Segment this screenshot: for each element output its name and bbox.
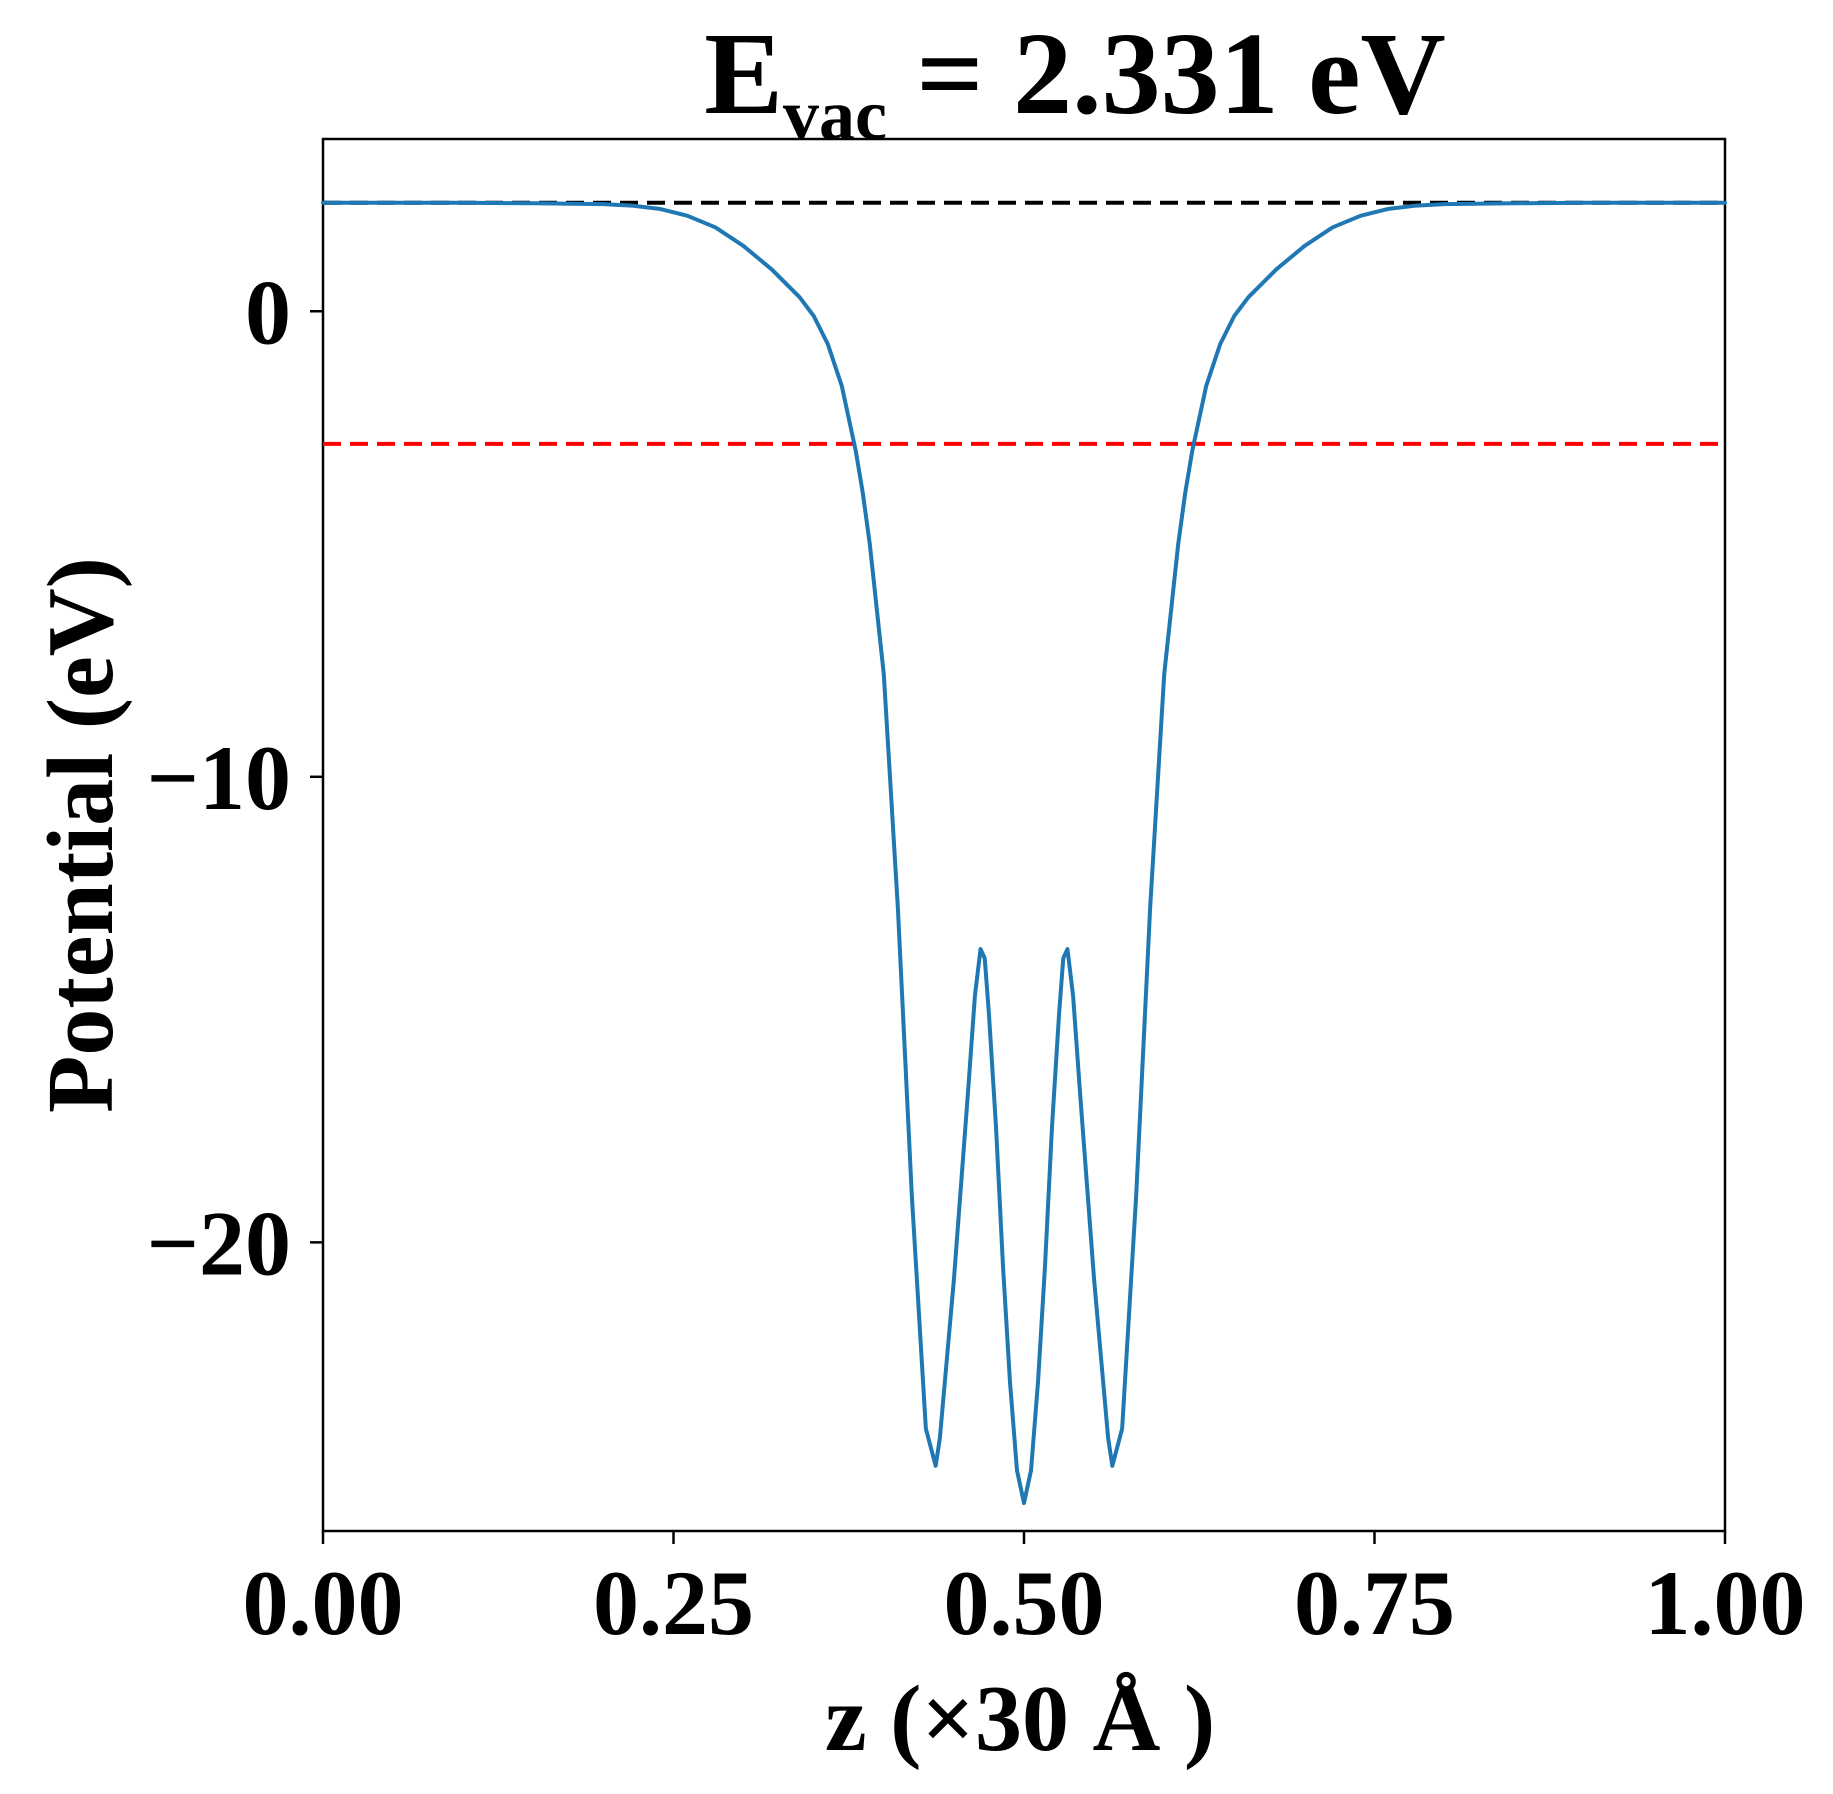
y-tick-label: −20 — [147, 1192, 291, 1294]
chart-title-rest: = 2.331 eV — [887, 8, 1446, 139]
x-tick-label: 1.00 — [1645, 1552, 1806, 1654]
y-tick-label: −10 — [147, 727, 291, 829]
x-tick-label: 0.00 — [243, 1552, 404, 1654]
chart-title: Evac = 2.331 eV — [704, 8, 1446, 155]
y-tick-label: 0 — [245, 261, 291, 363]
reference-lines — [323, 200, 1725, 446]
chart-title-subscript: vac — [783, 75, 887, 155]
x-tick-label: 0.25 — [593, 1552, 754, 1654]
x-tick-label: 0.75 — [1294, 1552, 1455, 1654]
y-axis-ticks: 0 −10 −20 — [147, 261, 323, 1294]
y-axis-label: Potential (eV) — [29, 557, 133, 1113]
planar-average-potential-line — [321, 200, 1727, 1506]
series-layer — [321, 200, 1727, 1506]
plot-frame — [321, 137, 1727, 1533]
x-axis-label: z (×30 Å ) — [825, 1667, 1215, 1771]
chart-title-main: E — [704, 8, 783, 139]
x-tick-label: 0.50 — [944, 1552, 1105, 1654]
x-axis-ticks: 0.00 0.25 0.50 0.75 1.00 — [243, 1531, 1806, 1654]
